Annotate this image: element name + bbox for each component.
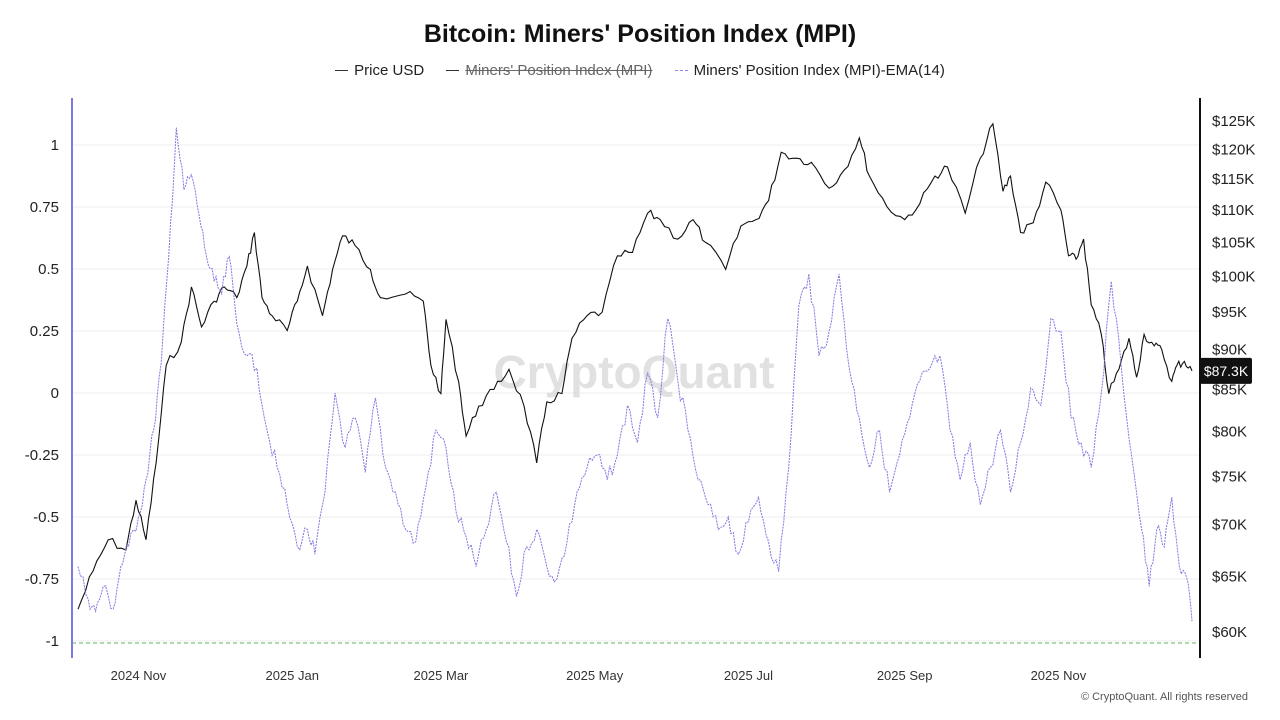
left-tick-label: 0.25 [30,323,59,340]
right-tick-label: $95K [1212,304,1247,321]
right-tick-label: $120K [1212,141,1255,158]
right-tick-label: $80K [1212,424,1247,441]
legend-swatch-mpi-ema [674,69,688,71]
chart-legend: Price USD Miners' Position Index (MPI) M… [0,62,1280,79]
current-price-label: $87.3K [1204,363,1249,379]
legend-item-mpi-ema[interactable]: Miners' Position Index (MPI)-EMA(14) [674,62,945,79]
right-tick-label: $75K [1212,469,1247,486]
right-tick-label: $125K [1212,113,1255,130]
legend-label-price: Price USD [354,62,425,79]
left-tick-label: 1 [51,137,59,154]
x-tick-label: 2025 Sep [877,668,933,683]
series-layer [77,122,1193,622]
right-tick-label: $105K [1212,234,1255,251]
current-price-tag: $87.3K [1200,357,1252,384]
right-tick-label: $110K [1212,202,1254,219]
right-tick-label: $65K [1212,568,1247,585]
watermark: CryptoQuant [493,346,774,398]
grid-layer [72,144,1200,644]
right-tick-label: $85K [1212,382,1247,399]
copyright-notice: © CryptoQuant. All rights reserved [1080,691,1248,703]
chart-title: Bitcoin: Miners' Position Index (MPI) [423,20,857,48]
legend-label-mpi-ema: Miners' Position Index (MPI)-EMA(14) [693,62,945,79]
legend-swatch-price [335,69,349,71]
left-tick-label: 0.75 [30,199,59,216]
x-tick-label: 2024 Nov [111,668,167,683]
x-tick-label: 2025 Jul [724,668,773,683]
legend-label-mpi: Miners' Position Index (MPI) [465,62,653,79]
right-tick-label: $90K [1212,342,1247,359]
left-tick-label: -1 [46,633,59,650]
axis-layer: 1 0.75 0.5 0.25 0 -0.25 -0.5 -0.75 -1 $125K $120K $… [25,98,1255,683]
legend-item-mpi[interactable]: Miners' Position Index (MPI) [446,62,652,79]
legend-item-price-usd[interactable]: Price USD [335,62,424,79]
right-tick-label: $70K [1212,517,1247,534]
x-tick-label: 2025 Nov [1031,668,1087,683]
left-tick-label: 0.5 [38,261,59,278]
left-tick-label: 0 [51,385,59,402]
left-tick-label: -0.75 [25,571,59,588]
right-tick-label: $60K [1212,624,1247,641]
right-tick-label: $115K [1212,171,1254,188]
x-tick-label: 2025 Mar [413,668,469,683]
current-price-tag-bg [1200,357,1252,384]
legend-swatch-mpi [446,69,460,71]
x-tick-label: 2025 May [566,668,624,683]
left-tick-label: -0.5 [33,509,59,526]
series-line-price [77,122,1193,610]
left-tick-label: -0.25 [25,447,59,464]
right-tick-label: $100K [1212,268,1255,285]
series-line-mpi-ema [77,127,1193,622]
x-tick-label: 2025 Jan [265,668,319,683]
